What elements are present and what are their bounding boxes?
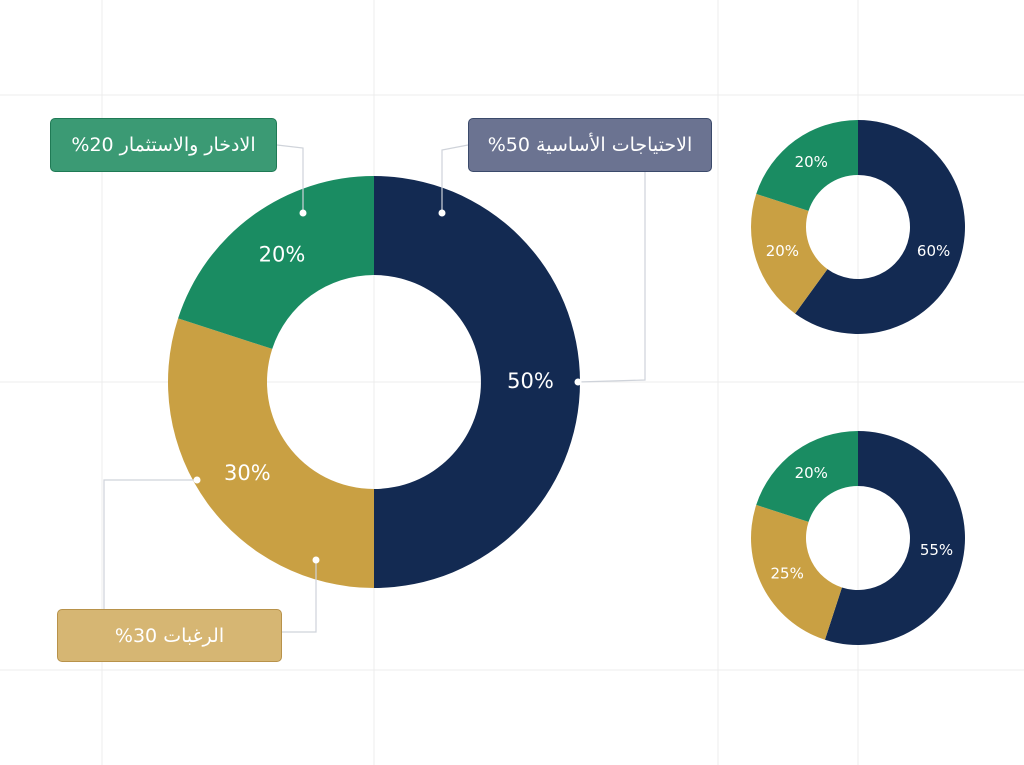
slice [756, 120, 858, 211]
slice [178, 176, 374, 349]
donut: 55% 25% 20% [751, 431, 965, 645]
value-label: 20% [766, 242, 799, 260]
donut: 60% 20% 20% [751, 120, 965, 334]
callout-label: الادخار والاستثمار 20% [50, 118, 277, 172]
value-label: 55% [920, 541, 953, 559]
value-label: 20% [259, 242, 306, 266]
connectors [103, 144, 646, 633]
callout-label: الرغبات 30% [57, 609, 282, 662]
callout-label: الاحتياجات الأساسية 50% [468, 118, 712, 172]
slice [795, 120, 965, 334]
slice [756, 431, 858, 522]
value-label: 20% [795, 464, 828, 482]
slice [751, 504, 842, 640]
value-label: 30% [224, 461, 271, 485]
value-label: 60% [917, 242, 950, 260]
value-label: 25% [770, 565, 803, 583]
slice [824, 431, 965, 645]
value-label: 50% [507, 369, 554, 393]
slice [167, 318, 374, 588]
slice [374, 176, 580, 588]
donut: 50% 30% 20% [167, 176, 580, 588]
value-label: 20% [795, 153, 828, 171]
slice [751, 193, 828, 314]
